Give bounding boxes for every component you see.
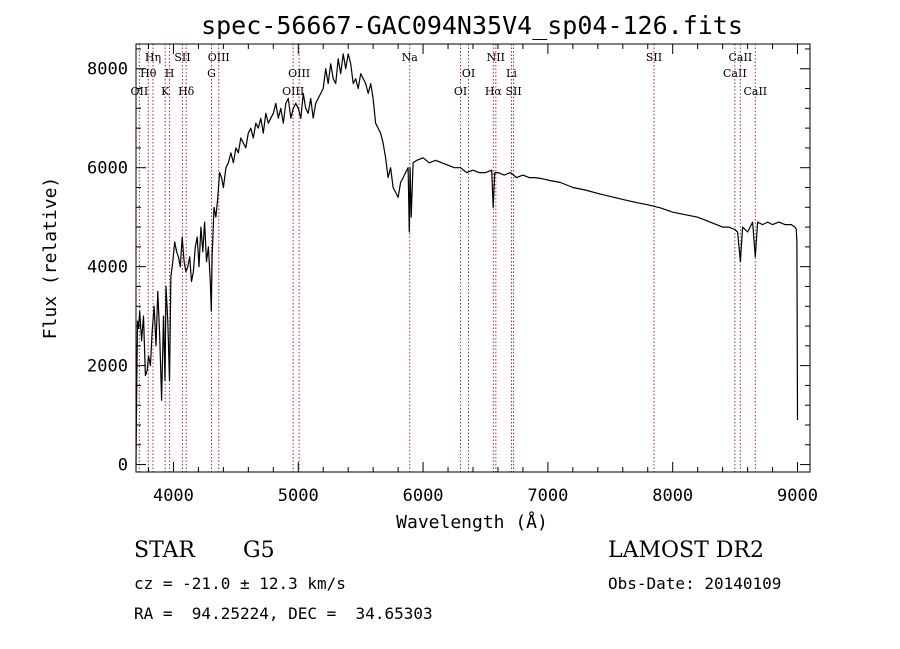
y-tick-label: 0: [118, 456, 128, 476]
spectrum-series: [135, 53, 799, 465]
line-label-14: Hα: [485, 85, 503, 98]
line-label-20: CaII: [729, 51, 753, 64]
redshift-text: cz = -21.0 ± 12.3 km/s: [134, 574, 346, 593]
y-tick-label: 2000: [87, 357, 128, 377]
obs-date: Obs-Date: 20140109: [608, 574, 782, 593]
x-tick-label: 7000: [527, 486, 568, 506]
line-label-9: OIII: [282, 85, 304, 98]
line-label-13: OI: [462, 67, 475, 80]
x-tick-label: 5000: [278, 486, 319, 506]
line-label-6: Hδ: [178, 85, 195, 98]
x-tick-label: 4000: [153, 486, 194, 506]
line-label-17: SII: [505, 85, 521, 98]
line-label-10: OIII: [288, 67, 310, 80]
survey-name: LAMOST DR2: [608, 538, 764, 563]
line-label-0: OII: [131, 85, 149, 98]
line-label-4: H: [165, 67, 175, 80]
axis-ticks: 4000 5000 6000 7000 8000 9000 0 2000 4000 6000 800…: [87, 44, 818, 506]
line-label-15: NII: [487, 51, 505, 64]
line-label-12: OI: [454, 85, 467, 98]
line-label-19: CaII: [723, 67, 747, 80]
coordinates-text: RA = 94.25224, DEC = 34.65303: [134, 604, 433, 623]
y-axis-label: Flux (relative): [40, 177, 61, 340]
x-tick-label: 9000: [777, 486, 818, 506]
line-label-8: OIII: [208, 51, 230, 64]
object-subclass: G5: [243, 538, 275, 563]
line-label-16: Li: [506, 67, 517, 80]
x-tick-label: 6000: [403, 486, 444, 506]
line-label-11: Na: [402, 51, 419, 64]
line-label-21: CaII: [743, 85, 767, 98]
line-label-18: SII: [646, 51, 662, 64]
object-class: STAR: [134, 538, 195, 563]
x-axis-label: Wavelength (Å): [396, 511, 548, 533]
line-label-5: SII: [174, 51, 190, 64]
y-tick-label: 8000: [87, 60, 128, 80]
y-tick-label: 6000: [87, 159, 128, 179]
line-label-2: Hη: [145, 51, 161, 64]
x-tick-label: 8000: [652, 486, 693, 506]
line-label-3: K: [161, 85, 170, 98]
spectrum-line: [135, 53, 799, 465]
y-tick-label: 4000: [87, 258, 128, 278]
spectral-line-markers: OIIHθHηKHSIIHδGOIIIOIIIOIIINaOIOIHαNIILi…: [131, 44, 767, 472]
line-label-7: G: [207, 67, 216, 80]
chart-title: spec-56667-GAC094N35V4_sp04-126.fits: [201, 11, 743, 40]
plot-frame: [135, 43, 811, 473]
